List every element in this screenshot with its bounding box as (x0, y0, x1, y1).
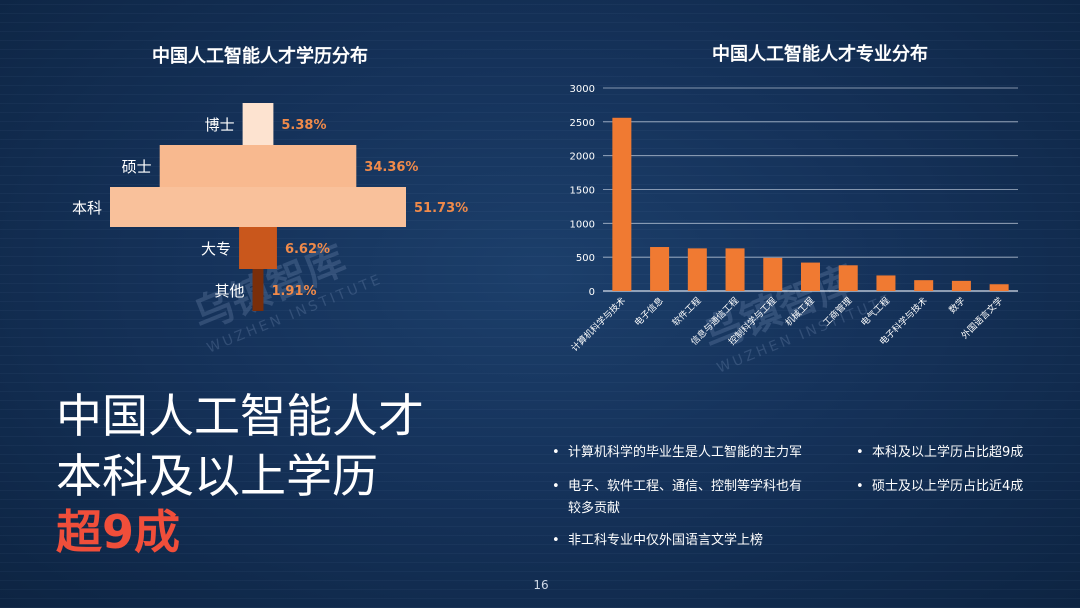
bullet-text: 非工科专业中仅外国语言文学上榜 (568, 533, 764, 548)
bar (650, 247, 670, 291)
bullet-item: • 本科及以上学历占比超9成 (856, 442, 1023, 464)
bar (612, 117, 632, 291)
funnel-chart-title: 中国人工智能人才学历分布 (152, 46, 368, 67)
y-tick-label: 1000 (570, 219, 595, 230)
bar (876, 275, 896, 291)
x-tick-label: 计算机科学与技术 (569, 295, 628, 354)
y-tick-label: 3000 (570, 84, 595, 95)
bullet-item: • 硕士及以上学历占比近4成 (856, 476, 1023, 498)
headline-line-2: 本科及以上学历 (56, 449, 378, 503)
bar (763, 257, 783, 291)
x-tick-label: 软件工程 (669, 295, 703, 329)
bar-chart-title: 中国人工智能人才专业分布 (712, 44, 928, 65)
bullet-item: • 非工科专业中仅外国语言文学上榜 (552, 530, 763, 552)
bullet-item: • 计算机科学的毕业生是人工智能的主力军 (552, 442, 802, 464)
funnel-category-label: 本科 (72, 199, 102, 217)
bullet-dot-icon: • (552, 479, 560, 494)
funnel-value-label: 1.91% (271, 284, 316, 299)
funnel-category-label: 硕士 (122, 158, 152, 176)
funnel-bar (252, 269, 264, 311)
x-tick-label: 工商管理 (820, 295, 854, 329)
bar (838, 265, 858, 291)
y-tick-label: 0 (589, 287, 595, 298)
x-tick-label: 电子信息 (632, 295, 666, 329)
bullet-dot-icon: • (856, 445, 864, 460)
funnel-bar (110, 187, 406, 227)
x-tick-label: 机械工程 (783, 295, 817, 329)
funnel-category-label: 其他 (215, 282, 245, 300)
bullet-dot-icon: • (552, 533, 560, 548)
funnel-value-label: 5.38% (281, 118, 326, 133)
bullet-text: 硕士及以上学历占比近4成 (872, 479, 1024, 494)
y-tick-label: 2500 (570, 118, 595, 129)
bar (989, 284, 1009, 291)
bar (687, 248, 707, 291)
funnel-value-label: 34.36% (364, 160, 418, 175)
y-tick-label: 1500 (570, 186, 595, 197)
funnel-value-label: 51.73% (414, 201, 468, 216)
bar (725, 248, 745, 291)
headline-line-1: 中国人工智能人才 (56, 389, 424, 443)
funnel-bar (239, 227, 277, 269)
y-tick-label: 2000 (570, 152, 595, 163)
funnel-bar (159, 145, 357, 187)
bullet-text: 本科及以上学历占比超9成 (872, 445, 1024, 460)
bullet-text: 较多贡献 (568, 501, 621, 516)
funnel-category-label: 博士 (205, 116, 235, 134)
y-tick-label: 500 (576, 253, 595, 264)
bullet-text: 电子、软件工程、通信、控制等学科也有 (568, 479, 803, 494)
funnel-value-label: 6.62% (285, 242, 330, 257)
x-tick-label: 电气工程 (858, 295, 892, 329)
bar (801, 262, 820, 291)
bullet-item: • 电子、软件工程、通信、控制等学科也有 (552, 476, 802, 498)
page-number: 16 (533, 578, 549, 592)
headline-highlight: 超9成 (56, 505, 181, 559)
bullet-dot-icon: • (552, 445, 560, 460)
bullet-text: 计算机科学的毕业生是人工智能的主力军 (568, 445, 803, 460)
bar (914, 280, 934, 291)
bullet-item-continuation: 较多贡献 (568, 498, 620, 520)
bar (951, 280, 971, 291)
funnel-category-label: 大专 (201, 240, 231, 258)
bullet-dot-icon: • (856, 479, 864, 494)
x-tick-label: 数学 (946, 295, 967, 316)
funnel-bar (242, 103, 274, 145)
